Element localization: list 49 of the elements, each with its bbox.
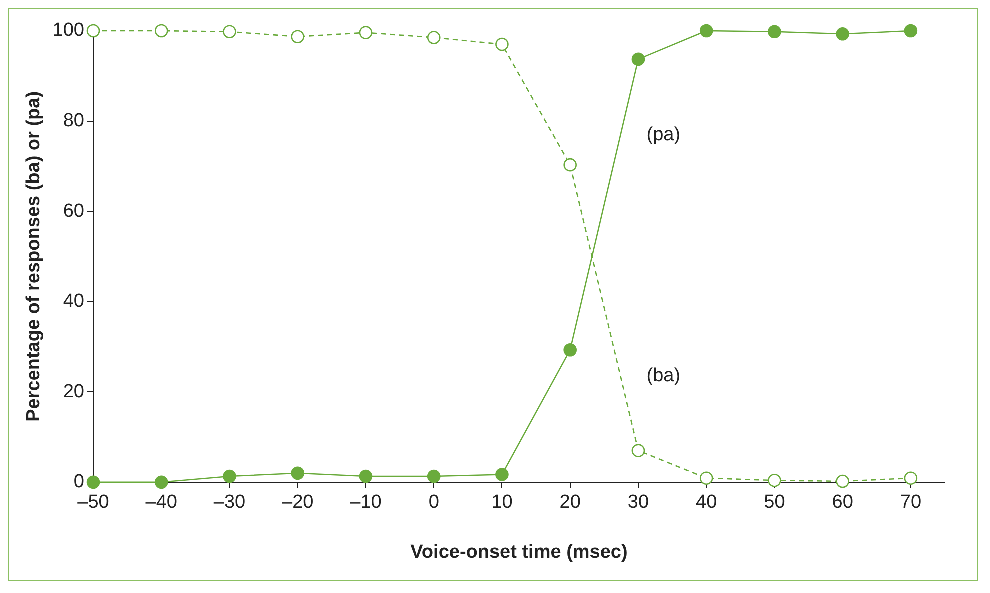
point	[904, 472, 918, 485]
point	[223, 25, 236, 39]
y-axis-title: Percentage of responses (ba) or (pa)	[24, 91, 45, 422]
y-tick-label: 80	[63, 110, 84, 132]
y-tick-label: 60	[63, 200, 84, 222]
y-tick-label: 0	[74, 472, 84, 493]
x-tick-label: 30	[628, 492, 650, 514]
y-tick-label: 40	[63, 291, 84, 312]
point	[496, 468, 509, 482]
point	[836, 28, 850, 41]
point	[291, 30, 305, 44]
x-tick-label: 50	[764, 492, 786, 514]
point	[86, 24, 100, 38]
point	[86, 476, 100, 490]
point	[836, 474, 850, 488]
x-tick-label: 0	[428, 492, 440, 514]
x-tick-label: –50	[78, 492, 110, 514]
point	[564, 343, 577, 357]
point	[427, 470, 441, 484]
x-tick-label: 60	[832, 492, 854, 514]
point	[768, 25, 782, 39]
x-tick-label: 40	[696, 492, 718, 514]
point	[496, 38, 509, 52]
y-tick-label: 20	[63, 381, 84, 402]
y-tick-label: 100	[52, 20, 84, 42]
series-label: (pa)	[646, 124, 681, 146]
point	[291, 466, 305, 480]
point	[564, 158, 577, 172]
point	[223, 470, 236, 484]
point	[359, 470, 373, 484]
point	[154, 24, 168, 38]
x-tick-label: –20	[282, 492, 314, 514]
x-tick-label: –40	[146, 492, 178, 514]
series-label: (ba)	[646, 366, 681, 387]
x-tick-label: –30	[214, 492, 246, 514]
point	[768, 474, 782, 488]
point	[700, 472, 714, 485]
x-tick-label: 20	[560, 492, 581, 514]
point	[359, 26, 373, 40]
point	[632, 52, 646, 66]
x-tick-label: 10	[492, 492, 513, 514]
point	[154, 476, 168, 490]
point	[904, 24, 918, 38]
point	[427, 31, 441, 44]
x-axis-title: Voice-onset time (msec)	[410, 542, 628, 563]
point	[700, 24, 714, 38]
x-tick-label: 70	[900, 492, 922, 514]
point	[632, 444, 646, 458]
x-tick-label: –10	[350, 492, 382, 514]
